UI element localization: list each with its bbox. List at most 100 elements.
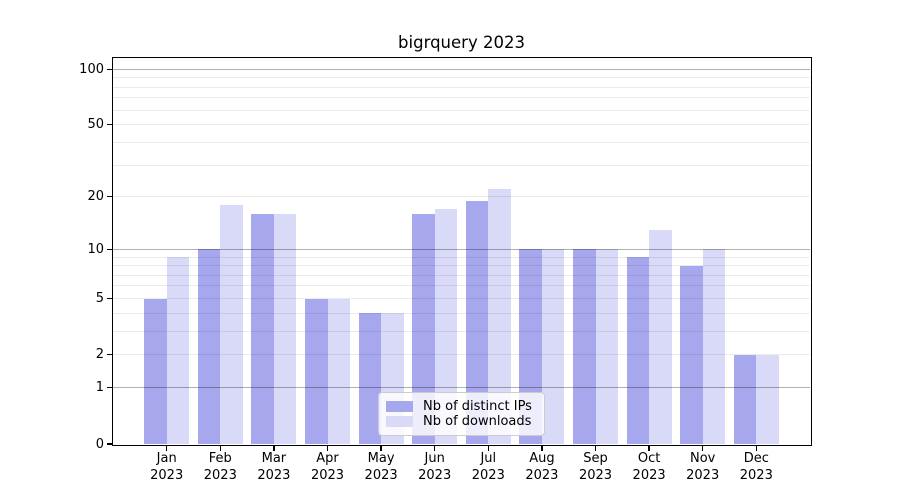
gridline-minor-6 (113, 285, 810, 287)
bar-nb-of-downloads-mar (273, 213, 297, 444)
gridline-minor-70 (113, 97, 810, 99)
bar-nb-of-distinct-ips-sep (573, 249, 596, 444)
x-tick-label-dec: Dec 2023 (714, 451, 798, 484)
x-tick-oct (648, 445, 650, 451)
x-tick-month-aug: Aug (529, 451, 555, 466)
x-tick-year-may: 2023 (364, 467, 398, 483)
x-tick-month-oct: Oct (637, 451, 661, 466)
x-tick-sep (594, 445, 597, 451)
y-tick-1 (107, 387, 112, 389)
gridline-minor-9 (113, 256, 810, 258)
x-tick-year-feb: 2023 (203, 467, 237, 483)
x-tick-nov (702, 445, 704, 451)
x-tick-apr (326, 445, 329, 451)
y-tick-label-50: 50 (87, 117, 104, 133)
x-tick-label-apr: Apr 2023 (286, 451, 370, 484)
x-tick-month-sep: Sep (583, 451, 608, 466)
x-tick-year-apr: 2023 (310, 467, 345, 483)
gridline-minor-50 (113, 124, 810, 126)
x-tick-month-jun: Jun (424, 451, 445, 466)
gridline-minor-20 (113, 196, 810, 198)
y-tick-50 (107, 124, 112, 126)
y-tick-label-100: 100 (79, 61, 104, 77)
x-tick-year-mar: 2023 (257, 467, 291, 483)
x-tick-label-jan: Jan 2023 (125, 451, 209, 484)
x-tick-month-mar: Mar (261, 451, 287, 466)
y-tick-0 (107, 443, 112, 445)
y-tick-label-10: 10 (87, 241, 104, 257)
y-tick-label-1: 1 (95, 380, 104, 396)
bar-nb-of-downloads-jan (166, 257, 190, 444)
x-tick-month-feb: Feb (208, 451, 232, 466)
x-tick-label-sep: Sep 2023 (554, 451, 638, 484)
legend: Nb of distinct IPs Nb of downloads (378, 392, 545, 436)
x-tick-year-sep: 2023 (578, 467, 613, 483)
x-tick-year-oct: 2023 (632, 467, 666, 483)
x-tick-month-dec: Dec (743, 451, 769, 466)
x-tick-feb (219, 445, 221, 451)
bar-nb-of-distinct-ips-jun (412, 213, 435, 444)
x-tick-dec (755, 445, 757, 451)
gridline-major-10 (113, 248, 810, 250)
gridline-minor-80 (113, 86, 810, 88)
bar-nb-of-downloads-dec (756, 354, 779, 444)
x-tick-month-may: May (367, 451, 395, 466)
y-tick-label-20: 20 (87, 189, 104, 205)
bar-nb-of-downloads-aug (541, 249, 565, 444)
x-tick-year-nov: 2023 (686, 467, 720, 483)
bar-nb-of-distinct-ips-jul (465, 200, 489, 444)
bar-nb-of-downloads-apr (327, 298, 350, 444)
legend-label-distinct-ips: Nb of distinct IPs (423, 399, 532, 414)
y-tick-label-2: 2 (95, 347, 104, 363)
bar-nb-of-distinct-ips-dec (733, 354, 757, 444)
y-tick-5 (107, 297, 112, 300)
x-tick-year-dec: 2023 (739, 467, 773, 483)
gridline-minor-60 (113, 109, 810, 111)
bar-nb-of-distinct-ips-jan (144, 298, 167, 444)
x-tick-jan (166, 445, 168, 451)
x-tick-label-jun: Jun 2023 (393, 451, 477, 484)
bar-nb-of-downloads-feb (220, 204, 243, 444)
x-tick-year-jan: 2023 (150, 467, 184, 483)
x-tick-label-may: May 2023 (339, 451, 423, 484)
legend-swatch-distinct-ips (386, 401, 413, 412)
y-tick-10 (107, 248, 112, 250)
gridline-major-100 (113, 68, 810, 70)
y-tick-20 (107, 196, 112, 198)
bar-nb-of-downloads-nov (702, 249, 726, 444)
x-tick-month-nov: Nov (690, 451, 716, 466)
x-tick-label-oct: Oct 2023 (607, 451, 691, 484)
gridline-minor-8 (113, 265, 810, 267)
plot-border (111, 56, 812, 446)
x-tick-label-feb: Feb 2023 (178, 451, 262, 484)
x-tick-year-jun: 2023 (418, 467, 452, 483)
x-tick-year-aug: 2023 (525, 467, 559, 483)
bar-nb-of-distinct-ips-feb (197, 249, 221, 444)
x-tick-jul (487, 445, 489, 451)
gridline-minor-3 (113, 330, 810, 332)
gridline-minor-40 (113, 141, 810, 143)
legend-swatch-downloads (386, 416, 413, 427)
gridline-minor-90 (113, 77, 810, 79)
x-tick-label-mar: Mar 2023 (232, 451, 316, 484)
legend-item-distinct-ips: Nb of distinct IPs (386, 399, 536, 414)
y-tick-label-0: 0 (95, 436, 104, 452)
x-tick-may (380, 445, 382, 451)
bar-nb-of-distinct-ips-oct (626, 257, 650, 444)
bar-nb-of-downloads-sep (595, 249, 618, 444)
gridline-minor-7 (113, 274, 810, 276)
x-tick-label-aug: Aug 2023 (500, 451, 584, 484)
legend-label-downloads: Nb of downloads (423, 414, 532, 429)
bar-nb-of-downloads-jul (488, 189, 511, 444)
bar-nb-of-distinct-ips-nov (680, 265, 703, 444)
bar-nb-of-downloads-oct (649, 229, 672, 444)
x-tick-month-apr: Apr (316, 451, 339, 466)
y-tick-100 (107, 68, 112, 70)
x-tick-aug (541, 445, 543, 451)
chart-title: bigrquery 2023 (398, 33, 525, 52)
gridline-minor-2 (113, 354, 810, 356)
y-tick-label-5: 5 (95, 291, 104, 306)
x-tick-month-jul: Jul (480, 451, 497, 466)
x-tick-mar (273, 445, 275, 451)
